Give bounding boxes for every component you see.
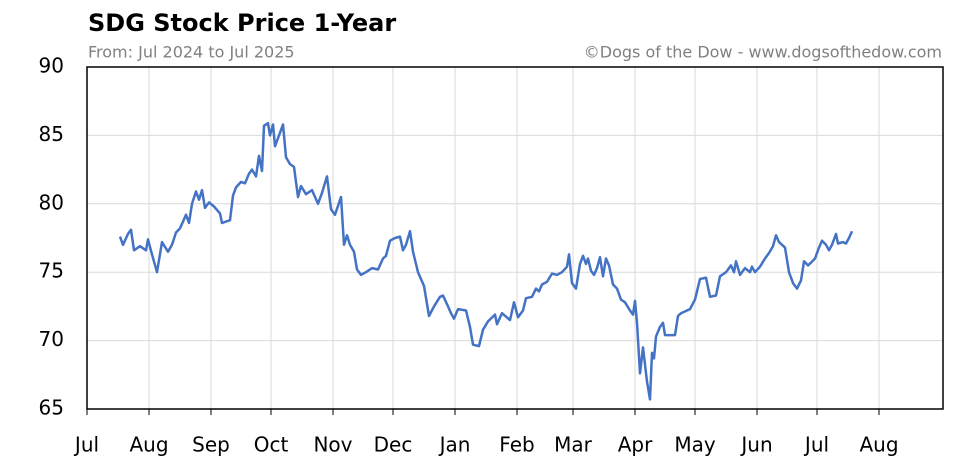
chart-subtitle: From: Jul 2024 to Jul 2025 bbox=[88, 43, 295, 62]
x-tick-label: Aug bbox=[859, 433, 898, 457]
plot-frame bbox=[86, 66, 944, 410]
grid bbox=[86, 66, 943, 410]
x-tick-label: Jun bbox=[739, 433, 772, 457]
x-tick-label: Aug bbox=[129, 433, 168, 457]
x-tick-label: Feb bbox=[499, 433, 534, 457]
y-tick-label: 90 bbox=[39, 54, 64, 78]
chart-title: SDG Stock Price 1-Year bbox=[88, 9, 396, 37]
x-tick-label: Nov bbox=[313, 433, 352, 457]
plot bbox=[118, 121, 854, 401]
x-tick-label: Oct bbox=[254, 433, 289, 457]
y-tick-label: 85 bbox=[39, 122, 64, 146]
x-tick-label: Jul bbox=[803, 433, 829, 457]
price-line bbox=[118, 121, 854, 401]
x-tick-label: Mar bbox=[554, 433, 593, 457]
y-tick-label: 65 bbox=[39, 396, 64, 420]
chart-credit: ©Dogs of the Dow - www.dogsofthedow.com bbox=[584, 43, 942, 62]
x-tick-label: Dec bbox=[374, 433, 413, 457]
x-tick-label: Sep bbox=[192, 433, 230, 457]
x-tick-label: Jul bbox=[73, 433, 99, 457]
x-tick-label: May bbox=[674, 433, 716, 457]
y-tick-label: 80 bbox=[39, 190, 64, 214]
x-tick-label: Jan bbox=[438, 433, 471, 457]
x-tick-label: Apr bbox=[618, 433, 653, 457]
y-tick-label: 75 bbox=[39, 259, 64, 283]
y-tick-label: 70 bbox=[39, 327, 64, 351]
